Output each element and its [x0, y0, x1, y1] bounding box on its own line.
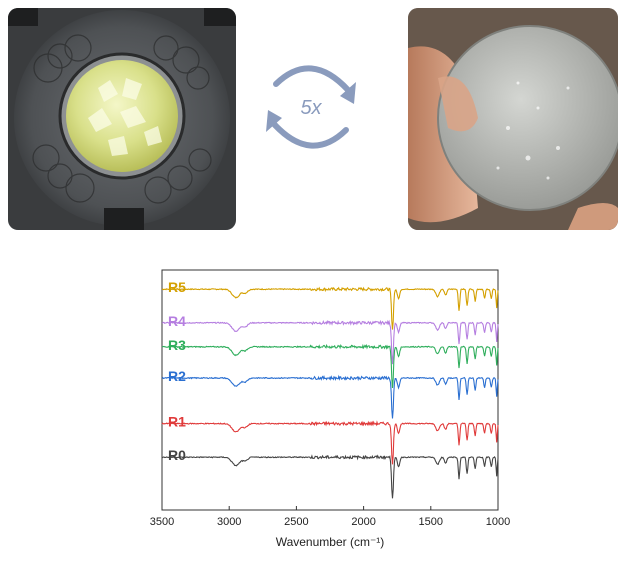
x-axis-ticks: 3500 3000 2500 2000 1500 1000: [150, 506, 510, 528]
x-tick-label: 1000: [486, 516, 510, 528]
x-tick-label: 2500: [284, 516, 308, 528]
series-line-r1: [161, 420, 499, 465]
series-line-r3: [161, 343, 499, 389]
x-tick-label: 3500: [150, 516, 174, 528]
series-label-r3: R3: [168, 337, 186, 353]
series-label-r5: R5: [168, 279, 186, 295]
series-line-r4: [162, 319, 499, 365]
series-label-r0: R0: [168, 447, 186, 463]
pellet-photo: [408, 8, 618, 230]
series-line-r5: [161, 286, 499, 330]
x-tick-label: 2000: [351, 516, 375, 528]
series-label-r4: R4: [168, 313, 186, 329]
x-tick-label: 1500: [419, 516, 443, 528]
ftir-chart: R5 R4 R3 R2 R1 R0 3500 3000 2500 2000 1500 1000 Wa…: [146, 262, 512, 556]
crystal-press-photo: [8, 8, 236, 230]
series-label-r1: R1: [168, 414, 186, 430]
series-line-r0: [162, 454, 499, 499]
series-label-r2: R2: [168, 368, 186, 384]
x-tick-label: 3000: [217, 516, 241, 528]
series-layer: [161, 286, 499, 499]
cycle-arrows-icon: 5x: [256, 52, 366, 162]
series-labels: R5 R4 R3 R2 R1 R0: [168, 279, 186, 463]
x-axis-label: Wavenumber (cm⁻¹): [276, 535, 385, 549]
cycle-label: 5x: [300, 97, 322, 119]
series-line-r2: [161, 374, 499, 419]
plot-area: [161, 269, 499, 511]
